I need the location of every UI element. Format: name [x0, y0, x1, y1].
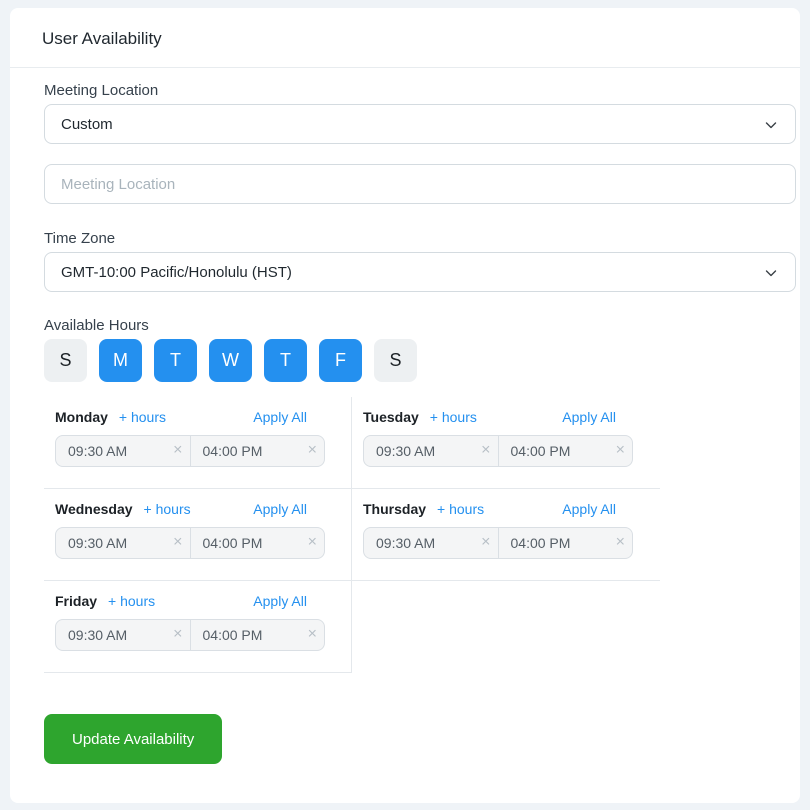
clear-time-icon[interactable]: ×: [615, 441, 625, 459]
day-cell-header: Friday + hours Apply All: [55, 593, 325, 609]
day-toggle-friday[interactable]: F: [319, 339, 362, 382]
day-cell-header: Wednesday + hours Apply All: [55, 501, 325, 517]
to-time-input[interactable]: [497, 435, 633, 467]
time-zone-label: Time Zone: [44, 230, 116, 247]
apply-all-link[interactable]: Apply All: [253, 593, 307, 609]
add-hours-link[interactable]: + hours: [429, 409, 477, 425]
day-cell-monday: Monday + hours Apply All × ×: [44, 397, 352, 489]
day-cell-header: Tuesday + hours Apply All: [363, 409, 634, 425]
to-time-input[interactable]: [497, 527, 633, 559]
day-toggle-wednesday[interactable]: W: [209, 339, 252, 382]
time-range: × ×: [363, 435, 634, 467]
day-cell-header: Thursday + hours Apply All: [363, 501, 634, 517]
from-time-input[interactable]: [55, 619, 191, 651]
clear-time-icon[interactable]: ×: [307, 533, 317, 551]
update-availability-button[interactable]: Update Availability: [44, 714, 223, 764]
day-name: Tuesday: [363, 409, 419, 425]
day-toggle-saturday[interactable]: S: [374, 339, 417, 382]
meeting-location-input[interactable]: [44, 164, 796, 204]
time-range: × ×: [55, 435, 326, 467]
clear-time-icon[interactable]: ×: [481, 533, 491, 551]
clear-time-icon[interactable]: ×: [173, 441, 183, 459]
day-name: Monday: [55, 409, 108, 425]
from-time-input[interactable]: [55, 527, 191, 559]
to-time-input[interactable]: [189, 435, 325, 467]
to-time-input[interactable]: [189, 619, 325, 651]
from-time-input[interactable]: [55, 435, 191, 467]
meeting-location-selected-value: Custom: [61, 115, 113, 133]
clear-time-icon[interactable]: ×: [307, 441, 317, 459]
time-range: × ×: [363, 527, 634, 559]
time-range: × ×: [55, 527, 326, 559]
time-zone-select[interactable]: GMT-10:00 Pacific/Honolulu (HST): [44, 252, 796, 292]
day-toggle-tuesday[interactable]: T: [154, 339, 197, 382]
clear-time-icon[interactable]: ×: [173, 533, 183, 551]
clear-time-icon[interactable]: ×: [173, 625, 183, 643]
day-toggles: S M T W T F S: [44, 339, 796, 382]
day-toggle-sunday[interactable]: S: [44, 339, 87, 382]
add-hours-link[interactable]: + hours: [108, 593, 156, 609]
meeting-location-label: Meeting Location: [44, 82, 159, 99]
day-name: Friday: [55, 593, 98, 609]
apply-all-link[interactable]: Apply All: [562, 501, 616, 517]
day-cell-header: Monday + hours Apply All: [55, 409, 325, 425]
clear-time-icon[interactable]: ×: [481, 441, 491, 459]
available-hours-label: Available Hours: [44, 317, 149, 334]
add-hours-link[interactable]: + hours: [118, 409, 166, 425]
day-cell-tuesday: Tuesday + hours Apply All × ×: [352, 397, 660, 489]
availability-card: User Availability Meeting Location Custo…: [10, 8, 800, 803]
day-name: Wednesday: [55, 501, 133, 517]
day-toggle-thursday[interactable]: T: [264, 339, 307, 382]
apply-all-link[interactable]: Apply All: [253, 409, 307, 425]
from-time-input[interactable]: [363, 435, 499, 467]
page-title: User Availability: [42, 29, 162, 48]
meeting-location-select[interactable]: Custom: [44, 104, 796, 144]
to-time-input[interactable]: [189, 527, 325, 559]
day-cell-thursday: Thursday + hours Apply All × ×: [352, 489, 660, 581]
time-range: × ×: [55, 619, 326, 651]
time-zone-selected-value: GMT-10:00 Pacific/Honolulu (HST): [61, 263, 292, 281]
day-cell-friday: Friday + hours Apply All × ×: [44, 581, 352, 673]
add-hours-link[interactable]: + hours: [143, 501, 191, 517]
day-cell-wednesday: Wednesday + hours Apply All × ×: [44, 489, 352, 581]
add-hours-link[interactable]: + hours: [437, 501, 485, 517]
card-header: User Availability: [10, 8, 800, 68]
week-hours-grid: Monday + hours Apply All × × Tuesday + h…: [44, 397, 661, 673]
clear-time-icon[interactable]: ×: [307, 625, 317, 643]
card-body: Meeting Location Custom Time Zone GMT-10…: [10, 83, 800, 764]
day-toggle-monday[interactable]: M: [99, 339, 142, 382]
apply-all-link[interactable]: Apply All: [253, 501, 307, 517]
clear-time-icon[interactable]: ×: [615, 533, 625, 551]
apply-all-link[interactable]: Apply All: [562, 409, 616, 425]
day-name: Thursday: [363, 501, 427, 517]
from-time-input[interactable]: [363, 527, 499, 559]
